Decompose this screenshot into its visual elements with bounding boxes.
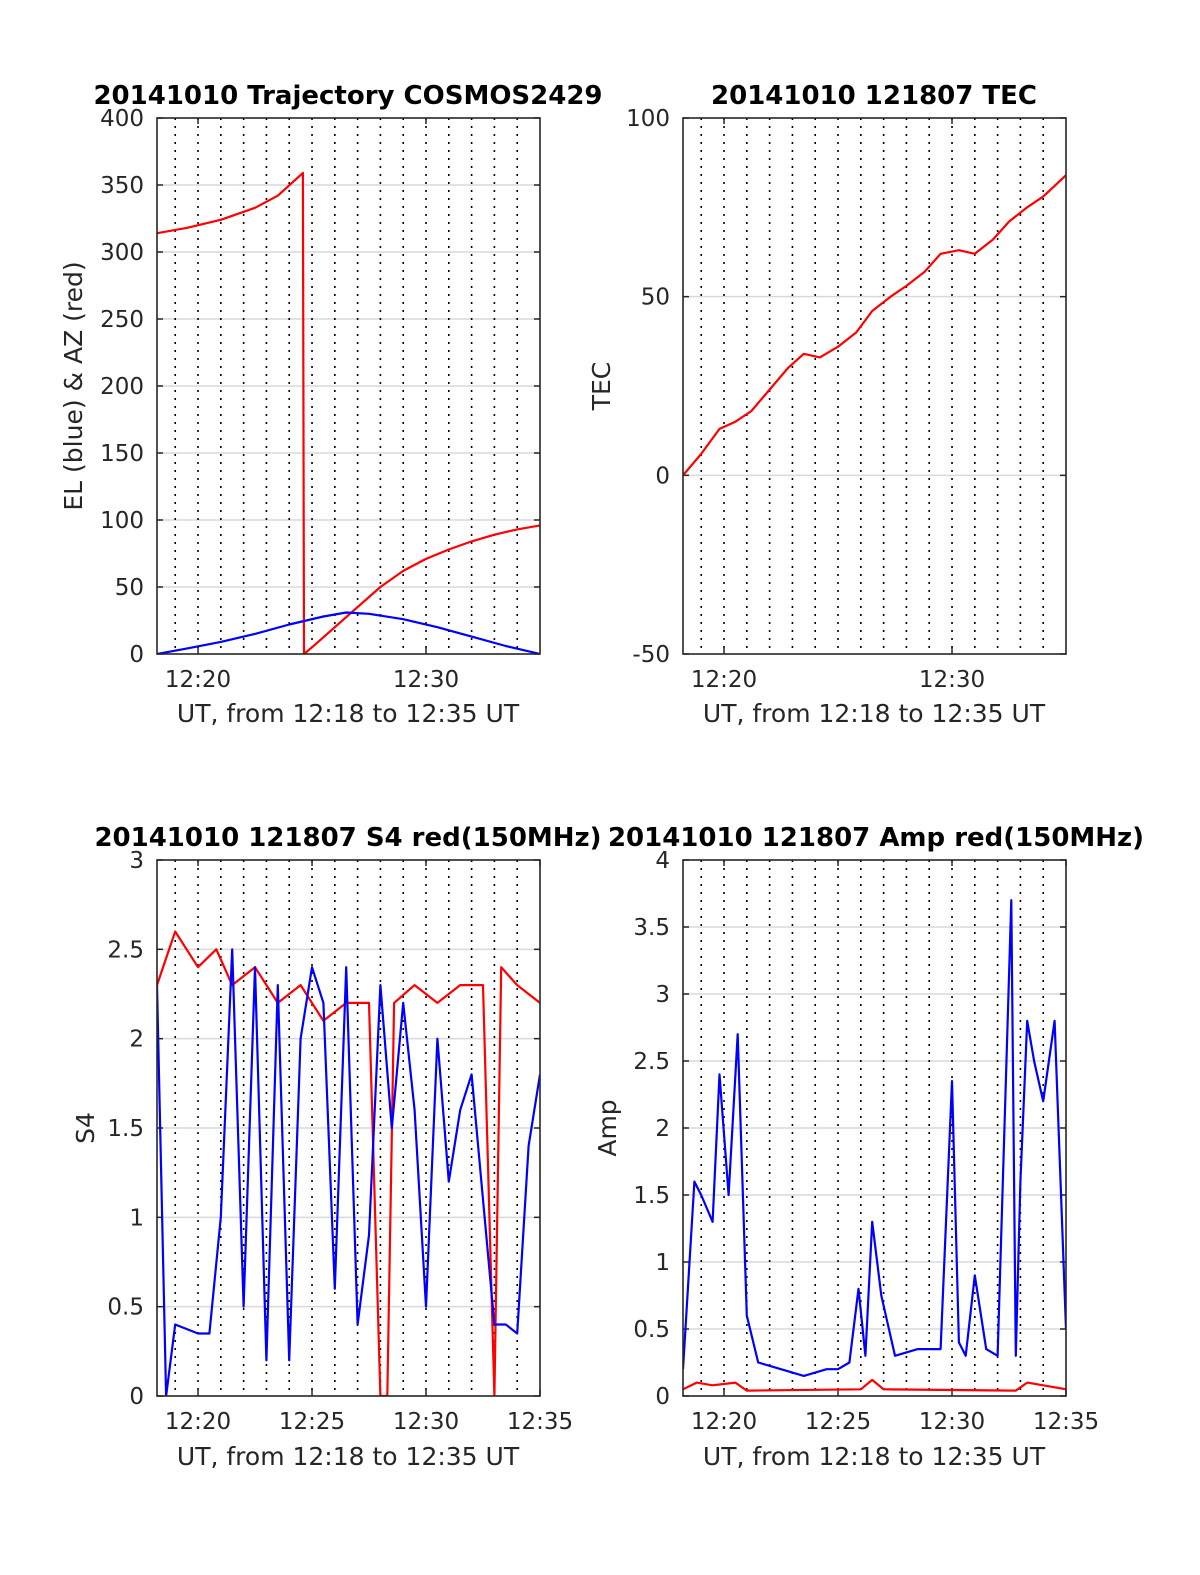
chart-title: 20141010 121807 Amp red(150MHz)	[608, 823, 1144, 853]
y-tick-label: 1	[655, 1250, 670, 1276]
y-tick-label: 100	[626, 106, 670, 132]
series-line-red	[683, 1378, 1066, 1392]
x-tick-label: 12:30	[393, 667, 459, 693]
y-tick-label: 1	[129, 1205, 144, 1231]
y-tick-label: 4	[655, 848, 670, 874]
y-tick-label: 0.5	[107, 1295, 144, 1321]
x-axis-label: UT, from 12:18 to 12:35 UT	[703, 1442, 1046, 1471]
axes-box	[156, 859, 541, 1397]
x-tick-label: 12:35	[1033, 1409, 1099, 1435]
y-tick-label: 2.5	[107, 937, 144, 963]
panel-trajectory: 20141010 Trajectory COSMOS2429 EL (blue)…	[59, 81, 603, 728]
y-tick-label: 3	[129, 848, 144, 874]
panel-amp: 20141010 121807 Amp red(150MHz) Amp UT, …	[593, 823, 1144, 1471]
y-tick-label: 300	[100, 240, 144, 266]
chart-title: 20141010 121807 S4 red(150MHz)	[94, 823, 601, 853]
y-tick-label: 100	[100, 508, 144, 534]
y-tick-label: 200	[100, 374, 144, 400]
x-tick-label: 12:25	[805, 1409, 871, 1435]
y-tick-label: 1.5	[633, 1183, 670, 1209]
y-axis-label: Amp	[593, 1099, 622, 1156]
y-tick-label: 50	[641, 285, 670, 311]
axes-box	[682, 859, 1067, 1397]
x-axis-label: UT, from 12:18 to 12:35 UT	[703, 699, 1046, 728]
y-tick-label: 2.5	[633, 1049, 670, 1075]
x-tick-label: 12:25	[279, 1409, 345, 1435]
x-tick-label: 12:30	[393, 1409, 459, 1435]
axes-box	[156, 117, 541, 655]
y-tick-label: 0.5	[633, 1317, 670, 1343]
x-tick-label: 12:30	[919, 1409, 985, 1435]
chart-title: 20141010 Trajectory COSMOS2429	[93, 81, 602, 111]
y-tick-label: 3.5	[633, 915, 670, 941]
axes-box	[682, 117, 1067, 655]
x-tick-label: 12:35	[507, 1409, 573, 1435]
y-axis-label: TEC	[587, 362, 616, 412]
series-line-blue	[157, 948, 540, 1396]
series-line-red	[157, 171, 540, 654]
y-tick-label: 2	[129, 1027, 144, 1053]
y-axis-label: EL (blue) & AZ (red)	[59, 261, 88, 510]
series-line-blue	[157, 611, 540, 654]
y-axis-label: S4	[71, 1112, 100, 1144]
x-tick-label: 12:20	[691, 1409, 757, 1435]
series-line-red	[157, 930, 540, 1396]
y-tick-label: 3	[655, 982, 670, 1008]
x-tick-label: 12:20	[691, 667, 757, 693]
y-tick-label: 350	[100, 173, 144, 199]
y-tick-label: 50	[115, 575, 144, 601]
panel-s4: 20141010 121807 S4 red(150MHz) S4 UT, fr…	[71, 823, 602, 1471]
y-tick-label: -50	[632, 642, 670, 668]
y-tick-label: 150	[100, 441, 144, 467]
panel-tec: 20141010 121807 TEC TEC UT, from 12:18 t…	[587, 81, 1067, 728]
x-axis-label: UT, from 12:18 to 12:35 UT	[177, 699, 520, 728]
y-tick-label: 400	[100, 106, 144, 132]
y-tick-label: 0	[655, 463, 670, 489]
x-tick-label: 12:30	[919, 667, 985, 693]
y-tick-label: 250	[100, 307, 144, 333]
x-tick-label: 12:20	[165, 667, 231, 693]
y-tick-label: 1.5	[107, 1116, 144, 1142]
y-tick-label: 0	[655, 1384, 670, 1410]
y-tick-label: 0	[129, 642, 144, 668]
y-tick-label: 2	[655, 1116, 670, 1142]
x-axis-label: UT, from 12:18 to 12:35 UT	[177, 1442, 520, 1471]
series-line-red	[683, 174, 1066, 477]
chart-title: 20141010 121807 TEC	[711, 81, 1037, 111]
series-line-blue	[683, 899, 1066, 1378]
y-tick-label: 0	[129, 1384, 144, 1410]
x-tick-label: 12:20	[165, 1409, 231, 1435]
